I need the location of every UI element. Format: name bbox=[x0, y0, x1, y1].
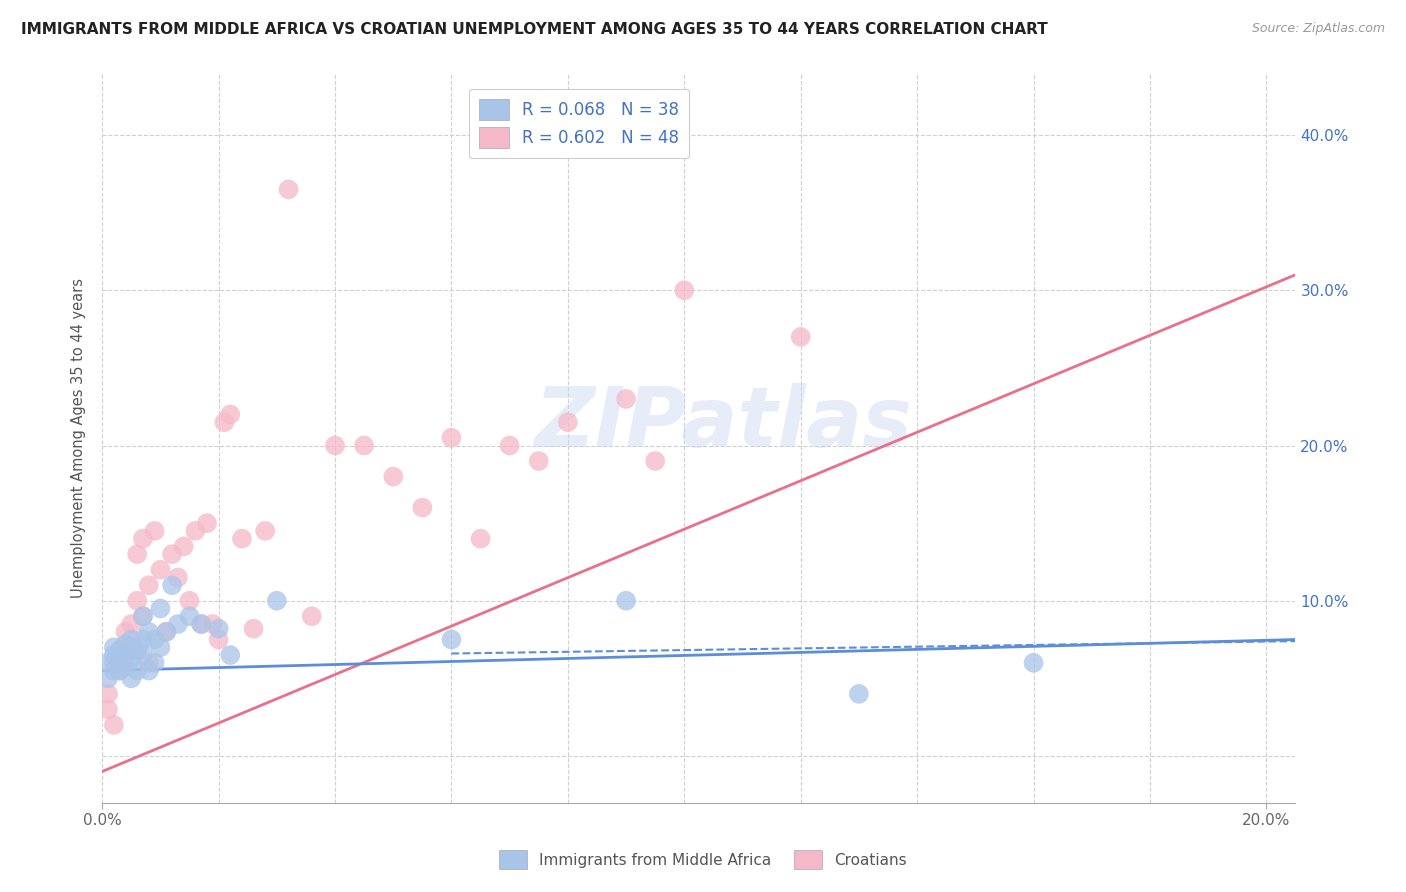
Legend: Immigrants from Middle Africa, Croatians: Immigrants from Middle Africa, Croatians bbox=[494, 844, 912, 875]
Point bbox=[644, 454, 666, 468]
Point bbox=[149, 563, 172, 577]
Text: Source: ZipAtlas.com: Source: ZipAtlas.com bbox=[1251, 22, 1385, 36]
Point bbox=[184, 524, 207, 538]
Point bbox=[132, 609, 155, 624]
Point bbox=[242, 622, 264, 636]
Point bbox=[103, 718, 125, 732]
Point bbox=[97, 702, 120, 716]
Point bbox=[353, 438, 375, 452]
Point bbox=[411, 500, 433, 515]
Point bbox=[254, 524, 277, 538]
Point bbox=[219, 408, 242, 422]
Point bbox=[382, 469, 405, 483]
Point bbox=[103, 640, 125, 655]
Point bbox=[127, 593, 149, 607]
Point bbox=[108, 643, 131, 657]
Point bbox=[103, 648, 125, 662]
Point bbox=[97, 656, 120, 670]
Point bbox=[527, 454, 550, 468]
Text: IMMIGRANTS FROM MIDDLE AFRICA VS CROATIAN UNEMPLOYMENT AMONG AGES 35 TO 44 YEARS: IMMIGRANTS FROM MIDDLE AFRICA VS CROATIA… bbox=[21, 22, 1047, 37]
Point bbox=[173, 540, 195, 554]
Point bbox=[143, 632, 166, 647]
Point bbox=[470, 532, 492, 546]
Point bbox=[132, 532, 155, 546]
Point bbox=[440, 431, 463, 445]
Point bbox=[143, 524, 166, 538]
Text: ZIPatlas: ZIPatlas bbox=[534, 383, 911, 464]
Point bbox=[201, 617, 224, 632]
Point bbox=[160, 547, 183, 561]
Legend: R = 0.068   N = 38, R = 0.602   N = 48: R = 0.068 N = 38, R = 0.602 N = 48 bbox=[468, 88, 689, 158]
Point bbox=[231, 532, 253, 546]
Point bbox=[114, 648, 136, 662]
Point bbox=[219, 648, 242, 662]
Point bbox=[108, 664, 131, 678]
Point bbox=[614, 392, 637, 406]
Point bbox=[114, 637, 136, 651]
Point bbox=[132, 632, 155, 647]
Point bbox=[207, 632, 229, 647]
Point bbox=[190, 617, 212, 632]
Point bbox=[127, 643, 149, 657]
Point bbox=[673, 283, 696, 297]
Point bbox=[114, 624, 136, 639]
Point bbox=[167, 570, 190, 584]
Point bbox=[614, 593, 637, 607]
Point bbox=[789, 330, 811, 344]
Point bbox=[97, 671, 120, 685]
Point bbox=[138, 624, 160, 639]
Point bbox=[120, 632, 142, 647]
Point bbox=[155, 624, 177, 639]
Point bbox=[132, 648, 155, 662]
Point bbox=[108, 656, 131, 670]
Point bbox=[190, 617, 212, 632]
Point bbox=[108, 664, 131, 678]
Point bbox=[127, 664, 149, 678]
Point bbox=[160, 578, 183, 592]
Point bbox=[103, 656, 125, 670]
Point bbox=[179, 593, 201, 607]
Point bbox=[108, 656, 131, 670]
Y-axis label: Unemployment Among Ages 35 to 44 years: Unemployment Among Ages 35 to 44 years bbox=[72, 277, 86, 598]
Point bbox=[120, 643, 142, 657]
Point bbox=[214, 415, 236, 429]
Point bbox=[127, 640, 149, 655]
Point bbox=[132, 609, 155, 624]
Point bbox=[323, 438, 346, 452]
Point bbox=[848, 687, 870, 701]
Point bbox=[167, 617, 190, 632]
Point bbox=[207, 622, 229, 636]
Point bbox=[195, 516, 218, 530]
Point bbox=[155, 624, 177, 639]
Point bbox=[120, 653, 142, 667]
Point bbox=[103, 664, 125, 678]
Point bbox=[120, 671, 142, 685]
Point bbox=[149, 601, 172, 615]
Point bbox=[138, 578, 160, 592]
Point bbox=[97, 687, 120, 701]
Point bbox=[557, 415, 579, 429]
Point bbox=[138, 664, 160, 678]
Point bbox=[277, 182, 299, 196]
Point bbox=[498, 438, 520, 452]
Point bbox=[120, 617, 142, 632]
Point bbox=[114, 659, 136, 673]
Point bbox=[301, 609, 323, 624]
Point bbox=[266, 593, 288, 607]
Point bbox=[114, 648, 136, 662]
Point bbox=[1022, 656, 1045, 670]
Point bbox=[149, 640, 172, 655]
Point bbox=[143, 656, 166, 670]
Point bbox=[440, 632, 463, 647]
Point bbox=[127, 547, 149, 561]
Point bbox=[138, 656, 160, 670]
Point bbox=[179, 609, 201, 624]
